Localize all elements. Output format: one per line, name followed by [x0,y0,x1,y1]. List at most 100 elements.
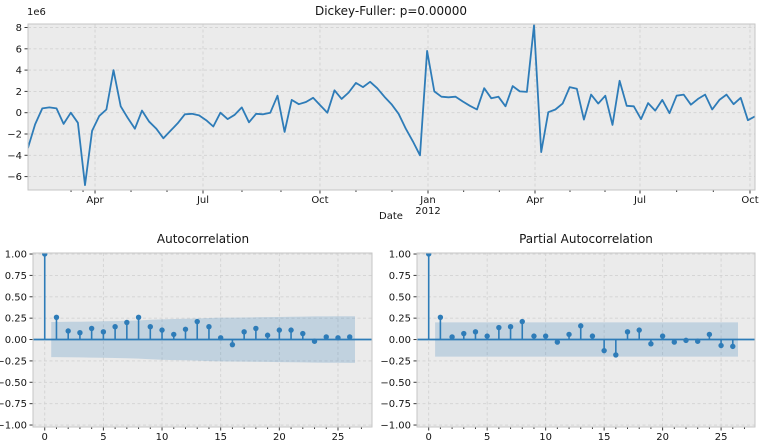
stem-marker [135,314,142,320]
stem-marker [449,334,455,340]
y-tick-label: −0.75 [380,399,411,410]
y-tick-label: 0.75 [5,271,27,282]
y-tick-label: −6 [7,172,22,183]
stem-marker [171,331,177,338]
top-chart-title: Dickey-Fuller: p=0.00000 [314,4,468,18]
stem-marker [706,331,713,338]
y-axis-scale-label: 1e6 [27,7,46,18]
stem-marker [507,324,514,330]
y-tick-label: 0.25 [5,314,27,325]
stem-marker [472,329,479,335]
stem-marker [683,337,689,344]
stem-marker [276,327,283,333]
x-tick-label: Apr [86,195,104,206]
x-tick-label: 5 [100,432,106,443]
x-tick-label: 10 [156,432,169,443]
y-tick-label: 1.00 [5,250,27,261]
stem-marker [578,323,584,329]
stem-group [425,253,736,358]
y-tick-label: 1.00 [389,250,411,261]
stem-marker [531,333,537,339]
x-tick-label: 0 [426,432,432,443]
stem-marker [636,327,642,333]
stem-marker [112,324,118,330]
x-tick-label: 15 [214,432,227,443]
stem-marker [42,253,48,257]
stem-marker [229,341,236,348]
stem-marker [554,339,561,345]
stem-marker [77,329,83,336]
stem-marker [347,334,353,340]
stem-marker [124,319,130,326]
stem-marker [159,327,165,333]
stem-marker [194,318,200,325]
y-tick-label: −1.00 [0,421,27,432]
x-axis-label-date: Date [379,211,403,222]
stem-marker [253,325,259,332]
x-tick-label: 15 [598,432,611,443]
stem-marker [659,333,666,339]
x-tick-label: 20 [656,432,669,443]
y-tick-label: −4 [7,151,22,162]
x-tick-label: 25 [332,432,345,443]
stem-marker [335,335,341,341]
y-tick-label: 0.00 [389,335,411,346]
stem-marker [542,333,549,339]
y-tick-label: −0.75 [0,399,27,410]
stem-marker [671,339,678,345]
stem-marker [425,253,432,257]
y-tick-label: 0.25 [389,314,411,325]
stem-marker [323,334,329,340]
y-tick-label: 8 [16,23,22,34]
y-tick-label: −0.50 [380,378,411,389]
y-tick-label: 4 [16,66,22,77]
x-tick-label: 25 [715,432,728,443]
stem-marker [288,327,294,333]
y-tick-label: 2 [16,87,22,98]
stem-marker [241,329,247,335]
x-tick-label: Oct [741,195,758,206]
stem-marker [566,331,572,338]
stem-marker [65,328,71,334]
stem-marker [613,352,619,358]
stem-marker [311,338,318,344]
stem-marker [496,324,502,331]
plot-border [32,252,373,428]
x-tick-label: 10 [539,432,552,443]
stem-marker [519,318,525,325]
stem-marker [589,333,596,339]
stem-marker [730,343,736,350]
y-tick-label: −0.25 [380,356,411,367]
stem-marker [88,325,95,332]
x-tick-label: 20 [273,432,286,443]
stem-marker [484,333,490,339]
y-tick-label: 0 [16,108,22,119]
acf-chart-title: Autocorrelation [156,232,250,246]
stem-marker [437,314,444,320]
plot-border [27,23,756,191]
y-tick-label: 0.75 [389,271,411,282]
stem-marker [648,341,654,347]
stem-marker [694,338,701,344]
stem-marker [53,314,60,320]
stem-marker [182,326,189,332]
y-tick-label: 0.50 [5,292,27,303]
stem-marker [624,329,631,335]
y-tick-label: 0.00 [5,335,27,346]
stem-marker [601,347,607,354]
y-tick-label: −0.50 [0,378,27,389]
stem-marker [300,330,306,337]
x-tick-label: 5 [484,432,490,443]
x-tick-sublabel: 2012 [415,206,440,217]
x-tick-label: 0 [42,432,48,443]
pacf-chart-title: Partial Autocorrelation [519,232,653,246]
y-tick-label: 0.50 [389,292,411,303]
series-line [28,24,755,187]
stem-marker [264,332,271,338]
y-tick-label: 6 [16,44,22,55]
x-tick-label: Jul [196,195,209,206]
stem-marker [217,335,224,341]
stem-marker [206,324,212,330]
